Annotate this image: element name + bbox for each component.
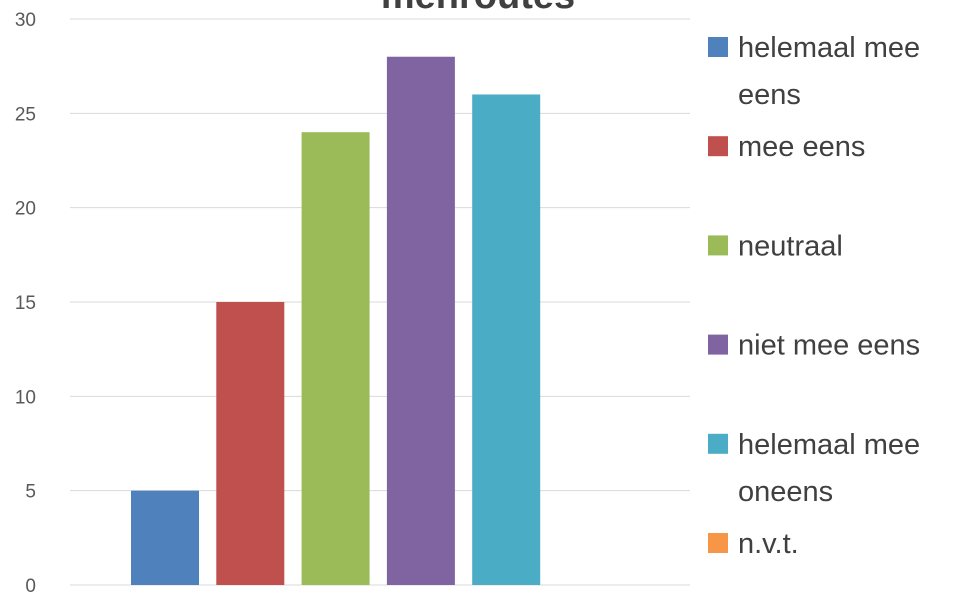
- legend-swatch: [708, 235, 728, 256]
- legend-swatch: [708, 136, 728, 157]
- legend-label: mee eens: [738, 131, 865, 163]
- bar: [386, 56, 455, 585]
- legend-swatch: [708, 334, 728, 355]
- legend-label: n.v.t.: [738, 528, 799, 560]
- chart-title: menroutes: [381, 0, 575, 17]
- y-tick-label: 30: [15, 10, 36, 31]
- legend-swatch: [708, 533, 728, 553]
- y-tick-label: 10: [15, 387, 36, 408]
- bar: [216, 302, 285, 585]
- legend-label: helemaal mee eens: [738, 32, 928, 111]
- y-tick-label: 5: [25, 482, 36, 503]
- bar: [131, 490, 199, 585]
- y-tick-label: 0: [25, 576, 36, 592]
- legend-label: niet mee eens: [738, 330, 920, 362]
- y-tick-label: 25: [15, 104, 36, 125]
- bar: [472, 94, 541, 585]
- y-tick-label: 20: [15, 199, 36, 220]
- bar: [301, 132, 370, 585]
- y-tick-label: 15: [15, 293, 36, 314]
- legend-label: helemaal mee oneens: [738, 429, 928, 508]
- legend-label: neutraal: [738, 230, 843, 262]
- legend-swatch: [708, 433, 728, 454]
- legend-swatch: [708, 37, 728, 57]
